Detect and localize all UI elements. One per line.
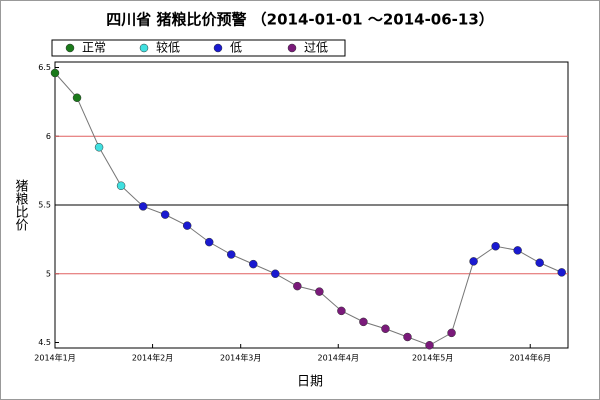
data-point — [138, 202, 148, 211]
data-point — [226, 250, 236, 259]
data-point — [50, 68, 60, 78]
data-point — [535, 258, 544, 267]
data-point — [381, 324, 390, 333]
data-point — [403, 332, 412, 342]
x-tick-label: 2014年2月 — [132, 353, 173, 363]
data-point — [513, 246, 522, 255]
data-point — [557, 268, 566, 277]
y-tick-label: 6.5 — [38, 63, 51, 72]
data-point — [94, 143, 104, 152]
legend-label: 正常 — [82, 41, 106, 55]
data-point — [315, 287, 324, 296]
data-point — [249, 259, 258, 269]
data-point — [359, 317, 368, 327]
legend-label: 低 — [230, 41, 242, 55]
data-point — [425, 341, 434, 350]
data-point — [447, 328, 456, 338]
legend-marker — [65, 43, 75, 53]
data-point — [72, 93, 82, 102]
legend-marker — [213, 43, 223, 53]
y-tick-label: 4.5 — [38, 338, 51, 347]
legend-label: 过低 — [304, 41, 328, 55]
chart-title: 四川省 猪粮比价预警 （2014-01-01 ～2014-06-13） — [106, 11, 494, 29]
data-point — [204, 237, 214, 247]
x-tick-label: 2014年6月 — [510, 353, 551, 363]
data-point — [491, 242, 500, 251]
legend-box — [51, 39, 346, 57]
x-tick-label: 2014年4月 — [318, 353, 359, 363]
x-tick-label: 2014年5月 — [412, 353, 453, 363]
data-point — [293, 281, 302, 291]
y-tick-label: 6 — [46, 132, 51, 141]
x-tick-label: 2014年1月 — [34, 353, 75, 363]
legend-marker — [287, 43, 297, 53]
legend-marker — [139, 43, 149, 53]
x-tick-label: 2014年3月 — [220, 353, 261, 363]
data-point — [116, 181, 126, 190]
data-point — [160, 210, 170, 219]
y-axis-label: 猪粮比价 — [13, 179, 29, 231]
legend-label: 较低 — [156, 40, 180, 55]
data-point — [271, 269, 280, 278]
data-point — [337, 306, 346, 316]
y-tick-label: 5.5 — [38, 201, 51, 210]
data-point — [469, 257, 478, 266]
x-axis-label: 日期 — [297, 375, 323, 390]
data-line — [54, 72, 562, 346]
data-point — [182, 221, 192, 230]
y-tick-label: 5 — [46, 269, 51, 278]
